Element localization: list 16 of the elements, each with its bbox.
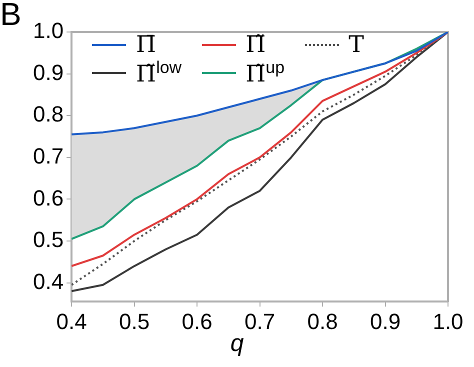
x-tick-label: 0.8 bbox=[307, 308, 338, 334]
y-tick-label: 0.9 bbox=[32, 60, 64, 85]
y-tick-label: 0.7 bbox=[32, 143, 64, 168]
y-tick-label: 0.8 bbox=[32, 102, 64, 127]
y-tick-label: 1.0 bbox=[32, 18, 64, 44]
x-tick-label: 0.6 bbox=[182, 308, 212, 334]
y-tick-label: 0.6 bbox=[32, 185, 64, 210]
chart-title: B bbox=[0, 0, 22, 33]
x-tick-label: 0.4 bbox=[56, 308, 87, 334]
x-tick-label: 1.0 bbox=[432, 308, 464, 334]
y-tick-label: 0.4 bbox=[32, 268, 64, 294]
y-tick-label: 0.5 bbox=[32, 227, 64, 252]
x-axis-title: q bbox=[230, 330, 244, 357]
x-tick-label: 0.5 bbox=[119, 308, 150, 334]
x-tick-label: 0.7 bbox=[244, 308, 276, 334]
x-tick-label: 0.9 bbox=[370, 308, 401, 334]
